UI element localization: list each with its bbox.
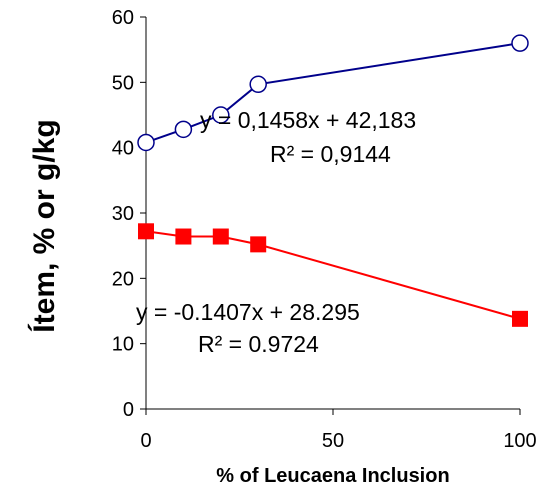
data-point — [511, 34, 529, 52]
y-tick-label: 50 — [112, 72, 134, 94]
trendline-equation-red: y = -0.1407x + 28.295 — [136, 299, 360, 325]
x-ticks: 0 50 100 — [140, 409, 537, 452]
y-tick-label: 10 — [112, 334, 134, 356]
y-ticks: 0 10 20 30 40 50 60 — [112, 7, 146, 421]
y-axis-label: Ítem, % or g/kg — [27, 119, 61, 332]
trendline-equation-blue: y = 0,1458x + 42,183 — [200, 107, 416, 133]
x-tick-label: 100 — [503, 430, 536, 452]
series-blue — [137, 34, 529, 152]
y-tick-label: 20 — [112, 268, 134, 290]
data-point — [138, 223, 154, 240]
data-point — [249, 75, 267, 94]
data-point — [174, 120, 193, 139]
series-red — [138, 223, 528, 327]
y-tick-label: 30 — [112, 203, 134, 225]
data-point — [512, 310, 528, 327]
data-point — [212, 228, 229, 245]
y-tick-label: 60 — [112, 7, 134, 29]
y-tick-label: 0 — [123, 399, 134, 421]
x-tick-label: 50 — [322, 430, 344, 452]
data-point — [250, 236, 267, 253]
y-tick-label: 40 — [112, 138, 134, 160]
x-tick-label: 0 — [140, 430, 151, 452]
x-axis-label: % of Leucaena Inclusion — [216, 465, 449, 487]
data-point — [175, 228, 192, 245]
data-point — [137, 133, 155, 152]
trendline-r2-red: R² = 0.9724 — [198, 331, 319, 357]
trendline-r2-blue: R² = 0,9144 — [270, 141, 391, 167]
data-point — [212, 106, 230, 124]
